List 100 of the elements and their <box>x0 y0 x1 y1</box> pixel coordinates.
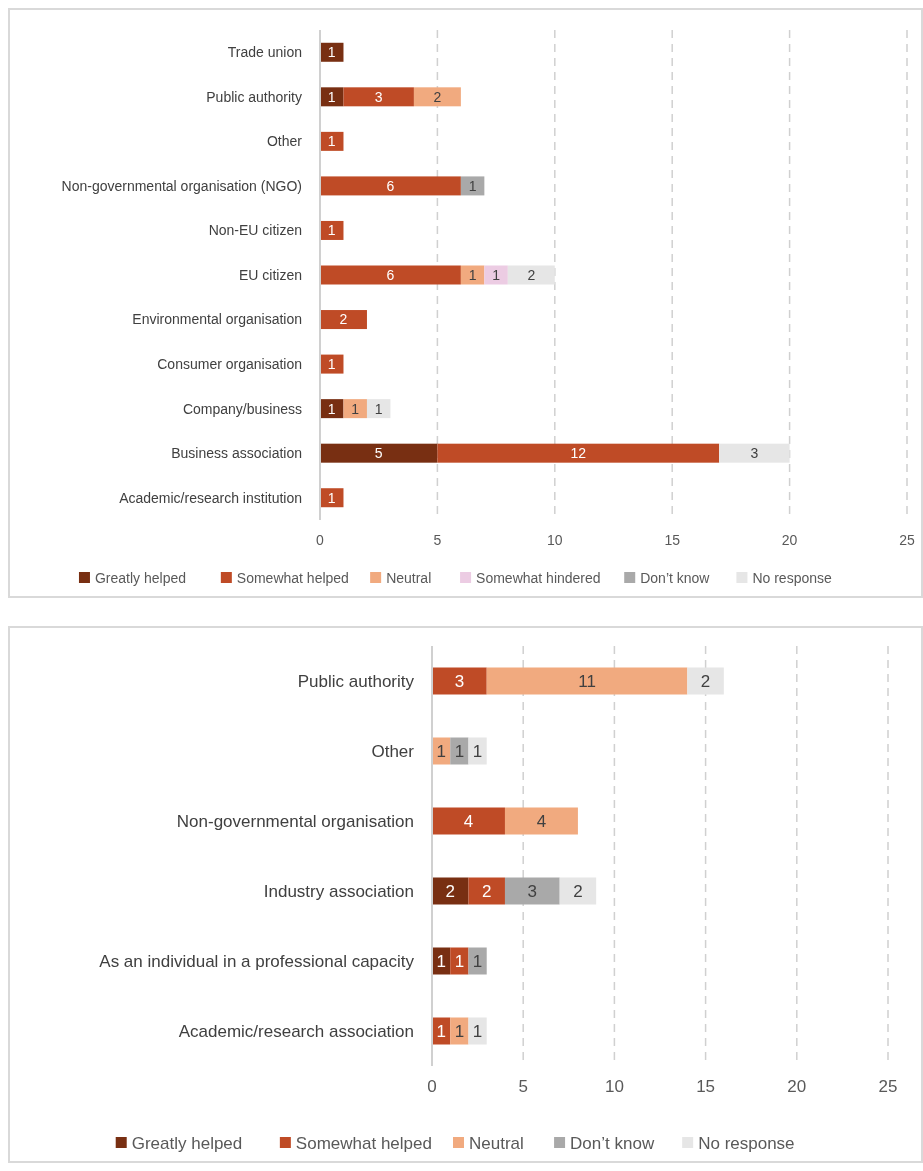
data-label: 2 <box>481 881 492 901</box>
legend-label: No response <box>752 569 833 586</box>
y-tick-label: Industry association <box>263 881 414 901</box>
data-label: 1 <box>327 400 336 417</box>
y-tick-label: Other <box>371 741 415 761</box>
bar <box>320 176 461 196</box>
y-tick-label: Academic/research institution <box>119 489 302 506</box>
y-tick-label: As an individual in a professional capacity <box>99 951 415 971</box>
bar <box>468 1017 487 1045</box>
legend-label: Neutral <box>386 569 432 586</box>
data-label: 1 <box>327 355 336 372</box>
bar <box>484 265 508 285</box>
y-tick-label: Public authority <box>206 88 302 105</box>
bar <box>486 667 688 695</box>
data-label: 3 <box>454 671 465 691</box>
data-label: 1 <box>327 489 336 506</box>
bar <box>450 737 469 765</box>
y-tick-label: Non-EU citizen <box>208 222 302 239</box>
bar <box>460 265 485 285</box>
y-tick-label: Other <box>266 133 303 150</box>
bar <box>432 667 487 695</box>
data-label: 1 <box>351 400 360 417</box>
bar <box>559 877 597 905</box>
bar <box>320 443 438 463</box>
x-tick-label: 0 <box>427 1076 437 1096</box>
bar <box>450 947 469 975</box>
data-label: 1 <box>327 44 336 61</box>
data-label: 1 <box>327 133 336 150</box>
legend-label: Somewhat helped <box>236 569 349 586</box>
data-label: 12 <box>570 445 587 462</box>
y-tick-label: Consumer organisation <box>157 355 302 372</box>
data-label: 1 <box>374 400 383 417</box>
y-tick-label: EU citizen <box>238 266 302 283</box>
data-label: 1 <box>492 266 501 283</box>
bar <box>450 1017 469 1045</box>
bar <box>432 807 505 835</box>
bar <box>437 443 720 463</box>
bar <box>343 399 367 419</box>
bar <box>413 87 461 107</box>
data-label: 1 <box>327 222 336 239</box>
data-label: 6 <box>386 177 395 194</box>
y-tick-label: Business association <box>171 445 302 462</box>
data-label: 2 <box>700 671 711 691</box>
data-label: 1 <box>327 88 336 105</box>
bar <box>687 667 724 695</box>
y-tick-label: Public authority <box>297 671 415 691</box>
data-label: 1 <box>468 177 477 194</box>
data-label: 1 <box>472 951 483 971</box>
bar <box>468 947 487 975</box>
x-tick-label: 5 <box>433 531 442 548</box>
data-label: 3 <box>374 88 383 105</box>
legend-label: Don’t know <box>640 569 711 586</box>
data-label: 6 <box>386 266 395 283</box>
bar <box>504 877 560 905</box>
x-tick-label: 15 <box>696 1076 716 1096</box>
x-tick-label: 10 <box>547 531 563 548</box>
data-label: 1 <box>436 741 446 761</box>
bar <box>468 877 505 905</box>
data-label: 4 <box>536 811 547 831</box>
x-tick-label: 20 <box>787 1076 807 1096</box>
data-label: 2 <box>527 266 536 283</box>
data-label: 1 <box>454 1021 465 1041</box>
y-tick-label: Company/business <box>182 400 302 417</box>
bar <box>507 265 555 285</box>
x-tick-label: 15 <box>664 531 681 548</box>
data-label: 5 <box>374 445 383 462</box>
legend-label: Greatly helped <box>131 1133 243 1153</box>
bar <box>343 87 414 107</box>
data-label: 1 <box>454 951 465 971</box>
legend-label: Somewhat helped <box>295 1133 432 1153</box>
data-label: 2 <box>445 881 455 901</box>
data-label: 2 <box>573 881 583 901</box>
legend-label: Don’t know <box>570 1133 655 1153</box>
y-tick-label: Environmental organisation <box>132 311 302 328</box>
legend-label: Neutral <box>469 1133 524 1153</box>
y-tick-label: Academic/research association <box>178 1021 414 1041</box>
bar <box>460 176 485 196</box>
data-label: 1 <box>436 1021 446 1041</box>
bar <box>320 310 367 330</box>
data-label: 1 <box>472 1021 483 1041</box>
x-tick-label: 0 <box>316 531 325 548</box>
data-label: 3 <box>527 881 538 901</box>
data-label: 1 <box>472 741 483 761</box>
data-label: 1 <box>468 266 477 283</box>
legend-label: Somewhat hindered <box>476 569 601 586</box>
bar <box>719 443 790 463</box>
bar <box>320 265 461 285</box>
data-label: 2 <box>433 88 442 105</box>
bar <box>504 807 578 835</box>
x-tick-label: 10 <box>604 1076 624 1096</box>
bar <box>366 399 391 419</box>
data-label: 1 <box>436 951 446 971</box>
y-tick-label: Non-governmental organisation (NGO) <box>61 177 302 194</box>
x-tick-label: 25 <box>899 531 915 548</box>
y-tick-label: Non-governmental organisation <box>176 811 414 831</box>
x-tick-label: 20 <box>781 531 798 548</box>
data-label: 2 <box>339 311 348 328</box>
data-label: 1 <box>454 741 465 761</box>
data-label: 11 <box>578 671 596 691</box>
legend-label: Greatly helped <box>94 569 187 586</box>
